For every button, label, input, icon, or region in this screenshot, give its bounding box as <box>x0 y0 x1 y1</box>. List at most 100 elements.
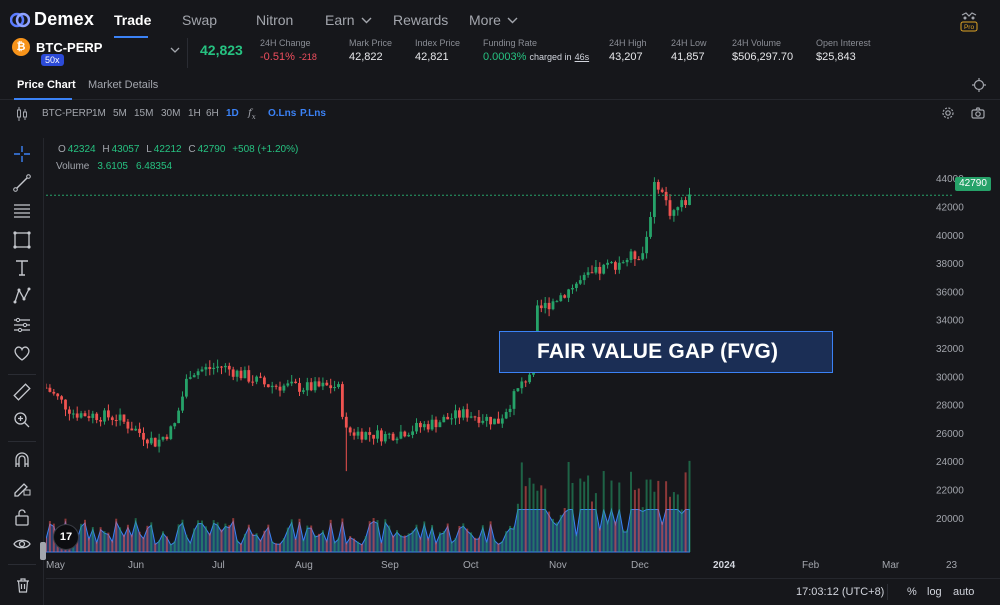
volume-bar <box>306 525 309 552</box>
candle-body <box>617 262 621 270</box>
volume-bar <box>462 523 465 552</box>
measure-lines-icon[interactable] <box>12 315 32 335</box>
volume-bar <box>286 527 289 552</box>
volume-bar <box>575 534 578 552</box>
orders-lines-toggle[interactable]: O.Lns <box>268 108 297 119</box>
volume-layer <box>46 460 691 553</box>
candle-body <box>126 421 130 429</box>
indicators-button[interactable]: fx <box>248 108 256 121</box>
percent-scale-toggle[interactable]: % <box>907 586 917 598</box>
candle-body <box>426 424 430 430</box>
positions-lines-toggle[interactable]: P.Lns <box>300 108 326 119</box>
interval-1d[interactable]: 1D <box>226 108 239 119</box>
candle-body <box>590 272 594 274</box>
candle-body <box>216 366 219 368</box>
volume-bar <box>107 532 110 552</box>
candle-body <box>192 375 196 378</box>
candle-body <box>399 431 403 439</box>
candle-body <box>653 182 656 218</box>
candle-body <box>508 408 512 413</box>
tab-market-details[interactable]: Market Details <box>88 79 159 91</box>
auto-scale-toggle[interactable]: auto <box>953 586 975 598</box>
demex-logo[interactable]: Demex <box>10 9 94 30</box>
nav-trade[interactable]: Trade <box>114 12 152 28</box>
chevron-down-icon <box>361 17 372 23</box>
nav-rewards[interactable]: Rewards <box>393 12 449 28</box>
candle-body <box>247 370 251 382</box>
pattern-icon[interactable] <box>12 286 32 306</box>
volume-bar <box>220 529 223 552</box>
rectangle-icon[interactable] <box>12 230 32 250</box>
volume-bar <box>142 537 145 552</box>
ruler-icon[interactable] <box>12 382 32 402</box>
lock-icon[interactable] <box>12 507 32 527</box>
volume-bar <box>282 538 285 552</box>
price-tick-label: 32000 <box>936 344 964 355</box>
fvg-annotation[interactable]: FAIR VALUE GAP (FVG) <box>499 331 833 373</box>
gear-icon[interactable] <box>941 106 955 120</box>
chart-symbol[interactable]: BTC-PERP <box>42 108 93 119</box>
chart-bottom-bar: 17:03:12 (UTC+8) % log auto <box>46 578 1000 605</box>
nav-more[interactable]: More <box>469 12 518 28</box>
log-scale-toggle[interactable]: log <box>927 586 942 598</box>
crosshair-icon[interactable] <box>12 144 32 164</box>
nav-earn[interactable]: Earn <box>325 12 372 28</box>
volume-bar <box>376 520 379 552</box>
target-icon[interactable] <box>972 78 986 92</box>
chart-clock[interactable]: 17:03:12 (UTC+8) <box>796 586 885 598</box>
toolbar-collapse-handle[interactable] <box>40 542 46 560</box>
pencil-lock-icon[interactable] <box>12 478 32 498</box>
volume-bar <box>458 525 461 552</box>
candle-body <box>528 374 531 383</box>
time-tick-label: Nov <box>549 560 567 571</box>
candle-body <box>563 295 567 298</box>
tradingview-logo[interactable]: 17 <box>53 524 79 550</box>
market-dropdown-chevron-icon[interactable] <box>170 44 180 56</box>
volume-bar <box>641 507 644 552</box>
candle-body <box>46 387 48 389</box>
interval-30m[interactable]: 30M <box>161 108 181 119</box>
trend-line-icon[interactable] <box>12 173 32 193</box>
magnet-icon[interactable] <box>12 450 32 470</box>
volume-bar <box>423 521 426 552</box>
volume-bar <box>630 471 632 552</box>
volume-bar <box>544 488 547 552</box>
fib-lines-icon[interactable] <box>12 201 32 221</box>
volume-bar <box>548 511 551 552</box>
interval-6h[interactable]: 6H <box>206 108 219 119</box>
volume-bar <box>236 539 239 552</box>
candle-body <box>208 367 212 370</box>
candle-body <box>60 396 63 400</box>
candle-body <box>231 369 235 377</box>
volume-bar <box>173 541 176 552</box>
pro-mode-icon[interactable]: Pro <box>958 10 980 32</box>
zoom-icon[interactable] <box>12 410 32 430</box>
volume-bar <box>87 537 90 552</box>
volume-bar <box>431 525 434 552</box>
volume-bar <box>76 538 79 552</box>
trash-icon[interactable] <box>14 576 32 594</box>
volume-bar <box>661 521 664 552</box>
nav-swap[interactable]: Swap <box>182 12 218 28</box>
interval-5m[interactable]: 5M <box>113 108 127 119</box>
volume-bar <box>602 471 605 552</box>
candle-body <box>239 370 243 379</box>
logo-text: Demex <box>34 9 95 29</box>
nav-nitron[interactable]: Nitron <box>256 12 294 28</box>
interval-1m[interactable]: 1M <box>92 108 106 119</box>
interval-1h[interactable]: 1H <box>188 108 201 119</box>
camera-icon[interactable] <box>971 106 985 120</box>
interval-15m[interactable]: 15M <box>134 108 154 119</box>
candles-icon[interactable] <box>16 107 28 121</box>
candle-body <box>422 424 426 428</box>
tab-price-chart[interactable]: Price Chart <box>17 79 76 91</box>
market-selector[interactable]: ₿ BTC-PERP <box>12 38 102 56</box>
candle-body <box>387 433 391 435</box>
heart-icon[interactable] <box>12 343 32 363</box>
volume-bar <box>435 542 437 552</box>
price-tick-label: 24000 <box>936 457 964 468</box>
volume-bar <box>520 462 523 552</box>
volume-bar <box>353 538 356 552</box>
eye-icon[interactable] <box>12 534 32 554</box>
text-icon[interactable] <box>12 258 32 278</box>
